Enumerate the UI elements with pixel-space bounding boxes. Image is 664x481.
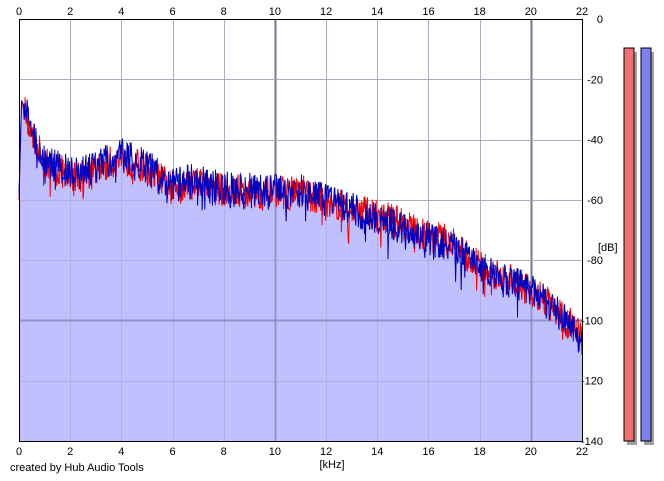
x-tick-label-top: 2 — [67, 6, 73, 18]
y-tick-label: -60 — [587, 195, 603, 207]
right-channel-line — [18, 99, 583, 355]
y-tick-label: -80 — [587, 255, 603, 267]
x-tick-label-bottom: 22 — [576, 446, 588, 458]
credit-text: created by Hub Audio Tools — [10, 462, 144, 474]
x-tick-label-bottom: 4 — [118, 446, 124, 458]
y-tick-label: -120 — [581, 376, 603, 388]
y-tick-label: -40 — [587, 135, 603, 147]
y-tick-labels: 0 -20 -40 -60 -80 -100 -120 -140 — [581, 14, 603, 448]
y-tick-label: -140 — [581, 436, 603, 448]
x-tick-label-top: 18 — [474, 6, 486, 18]
level-meters — [623, 47, 654, 445]
x-tick-label-top: 20 — [525, 6, 537, 18]
x-tick-label-bottom: 20 — [525, 446, 537, 458]
x-tick-label-top: 4 — [118, 6, 124, 18]
x-tick-label-bottom: 18 — [474, 446, 486, 458]
x-tick-label-top: 0 — [16, 6, 22, 18]
x-tick-label-bottom: 14 — [371, 446, 383, 458]
x-tick-label-bottom: 16 — [422, 446, 434, 458]
x-tick-label-bottom: 8 — [221, 446, 227, 458]
x-tick-label-bottom: 12 — [320, 446, 332, 458]
x-tick-label-bottom: 10 — [269, 446, 281, 458]
y-tick-label: -20 — [587, 74, 603, 86]
x-axis-label: [kHz] — [319, 459, 344, 471]
y-tick-label: 0 — [597, 14, 603, 26]
x-tick-label-top: 22 — [576, 6, 588, 18]
x-tick-label-top: 12 — [320, 6, 332, 18]
x-tick-label-top: 6 — [169, 6, 175, 18]
x-tick-label-top: 8 — [221, 6, 227, 18]
x-tick-label-top: 14 — [371, 6, 383, 18]
x-tick-label-top: 10 — [269, 6, 281, 18]
meter-left-bar — [623, 47, 635, 442]
x-tick-label-bottom: 0 — [16, 446, 22, 458]
plot-frame — [19, 19, 583, 442]
x-tick-label-bottom: 6 — [169, 446, 175, 458]
meter-right-bar — [640, 47, 652, 442]
x-tick-label-top: 16 — [422, 6, 434, 18]
y-tick-label: -100 — [581, 315, 603, 327]
spectrum-fill — [19, 99, 582, 441]
y-axis-label: [dB] — [598, 242, 618, 254]
x-tick-label-bottom: 2 — [67, 446, 73, 458]
